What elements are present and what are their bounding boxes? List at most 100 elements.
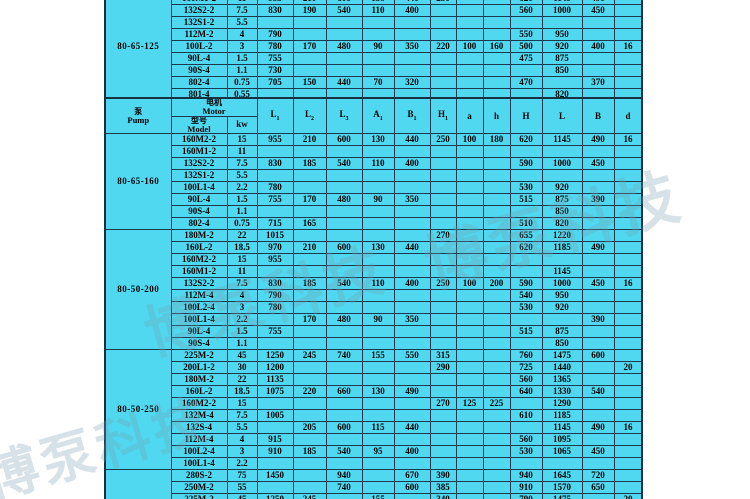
cell-A1: 110 — [361, 157, 395, 170]
header-B1-sub: 1 — [413, 115, 417, 122]
cell-H1 — [429, 445, 457, 458]
header-L2-sub: 2 — [311, 115, 315, 122]
cell-L3 — [325, 181, 363, 194]
cell-L2 — [292, 289, 327, 302]
cell-kw: 4 — [226, 433, 258, 446]
cell-h: 200 — [482, 277, 511, 290]
cell-d — [613, 145, 643, 158]
cell-H: 530 — [509, 301, 543, 314]
cell-a — [455, 169, 484, 182]
cell-L: 1000 — [541, 4, 583, 17]
table-row: 100L1-42.217048090350390143 — [105, 313, 643, 326]
cell-d — [613, 313, 643, 326]
cell-B1 — [393, 265, 431, 278]
cell-L1 — [256, 205, 294, 218]
cell-h — [482, 289, 511, 302]
cell-L1: 780 — [256, 301, 294, 314]
cell-B: 650 — [581, 481, 615, 494]
cell-L3 — [325, 289, 363, 302]
cell-d — [613, 265, 643, 278]
cell-B: 450 — [581, 4, 615, 17]
cell-L: 875 — [541, 325, 583, 338]
header-B1-label: B — [407, 109, 414, 120]
cell-L2 — [292, 301, 327, 314]
cell-L: 1290 — [541, 397, 583, 410]
cell-kw: 0.75 — [226, 76, 258, 89]
header-model: 型号 Model — [170, 115, 228, 134]
table-row: 80-65-125160M1-2119552106001304402506201… — [104, 0, 643, 102]
cell-L2: 170 — [292, 313, 327, 326]
cell-B1 — [393, 337, 431, 350]
header-L3-label: L — [339, 109, 346, 120]
header-motor-cn: 电机 — [206, 98, 222, 107]
cell-kw: 1.1 — [226, 337, 258, 350]
cell-B1: 400 — [393, 277, 431, 290]
header-L2-label: L — [305, 109, 312, 120]
cell-h — [482, 4, 511, 17]
cell-H1 — [429, 457, 457, 470]
cell-d: 16 — [613, 133, 643, 146]
cell-H1 — [429, 52, 457, 65]
cell-L3 — [325, 493, 363, 499]
cell-H — [509, 397, 543, 410]
cell-model: 132M-4 — [170, 409, 228, 422]
cell-h — [482, 433, 511, 446]
cell-model: 200L1-2 — [170, 361, 228, 374]
cell-d — [613, 409, 643, 422]
cell-L: 850 — [541, 337, 583, 350]
cell-B — [581, 64, 615, 77]
table-row: 80-50-315280S-27514509406703909401645720… — [104, 469, 643, 499]
cell-B1 — [393, 169, 431, 182]
cell-d — [613, 181, 643, 194]
cell-model: 100L1-4 — [170, 181, 228, 194]
cell-B — [581, 265, 615, 278]
cell-model: 280S-2 — [170, 469, 228, 482]
cell-L: 950 — [541, 289, 583, 302]
cell-L: 1145 — [541, 265, 583, 278]
cell-h — [482, 76, 511, 89]
cell-B1 — [393, 373, 431, 386]
cell-B — [581, 373, 615, 386]
cell-kw: 22 — [226, 229, 258, 242]
cell-a — [455, 445, 484, 458]
cell-B — [581, 433, 615, 446]
cell-L2 — [292, 397, 327, 410]
cell-L: 950 — [541, 28, 583, 41]
cell-L2 — [292, 181, 327, 194]
cell-B1: 320 — [393, 76, 431, 89]
cell-B: 540 — [581, 385, 615, 398]
cell-H1: 250 — [429, 133, 457, 146]
cell-model: 112M-4 — [170, 433, 228, 446]
cell-d — [613, 157, 643, 170]
cell-h — [482, 265, 511, 278]
cell-kw: 7.5 — [226, 277, 258, 290]
cell-L: 875 — [541, 52, 583, 65]
cell-B1: 490 — [393, 385, 431, 398]
cell-kw: 18.5 — [226, 385, 258, 398]
cell-L1 — [256, 265, 294, 278]
cell-H1 — [429, 289, 457, 302]
header-L3: L3 — [325, 97, 363, 134]
header-L3-sub: 3 — [345, 115, 349, 122]
cell-L2: 150 — [292, 76, 327, 89]
cell-H: 540 — [509, 289, 543, 302]
cell-L: 1185 — [541, 409, 583, 422]
cell-A1 — [361, 457, 395, 470]
cell-model: 802-4 — [170, 76, 228, 89]
cell-H: 790 — [509, 493, 543, 499]
cell-h — [482, 493, 511, 499]
cell-L1 — [256, 421, 294, 434]
cell-B — [581, 28, 615, 41]
cell-kw: 15 — [226, 397, 258, 410]
cell-a — [455, 289, 484, 302]
cell-kw: 18.5 — [226, 241, 258, 254]
cell-A1 — [361, 433, 395, 446]
cell-B — [581, 217, 615, 230]
cell-d: 20 — [613, 361, 643, 374]
cell-H — [509, 457, 543, 470]
cell-h — [482, 373, 511, 386]
table-row: 90S-41.1850124 — [105, 337, 643, 350]
cell-B1 — [393, 217, 431, 230]
cell-model: 100L-2 — [170, 40, 228, 53]
cell-kw: 3 — [226, 301, 258, 314]
